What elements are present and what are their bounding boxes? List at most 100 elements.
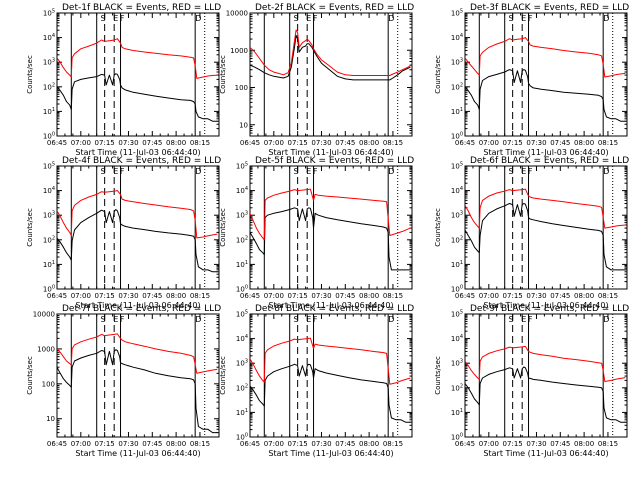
marker-letter: D (388, 315, 394, 324)
y-tick-label: 1000 (37, 345, 55, 353)
y-tick-label-exponent: 3 (460, 58, 463, 64)
series-line-events (57, 73, 218, 122)
x-tick-label: 07:00 (479, 292, 499, 300)
y-tick-label: 100 (451, 285, 463, 294)
x-tick-label: 07:15 (503, 292, 523, 300)
x-tick-label: 08:00 (166, 139, 186, 147)
series-line-lld (57, 190, 218, 239)
detector-panel-2: Det-2f BLACK = Events, RED = LLD Counts/s… (219, 3, 414, 157)
y-tick-label: 100 (236, 285, 248, 294)
y-tick-label: 100 (451, 132, 463, 141)
x-tick-label: 08:15 (383, 292, 403, 300)
y-tick-label: 102 (451, 82, 463, 91)
series-group (250, 188, 411, 271)
y-axis-label: Counts/sec (434, 55, 442, 94)
y-tick-label-base: 10 (451, 10, 460, 18)
plot-title: Det-4f BLACK = Events, RED = LLD (62, 156, 221, 166)
series-line-events (250, 207, 411, 271)
y-tick-label-base: 10 (451, 59, 460, 67)
x-tick-label: 07:45 (142, 139, 162, 147)
series-group (465, 188, 626, 271)
y-axis-label: Counts/sec (219, 356, 227, 395)
y-tick-label: 102 (43, 235, 55, 244)
y-tick-label-exponent: 5 (460, 162, 463, 168)
marker-letter: E (306, 167, 311, 176)
series-group (465, 345, 626, 423)
y-tick-label: 101 (236, 408, 248, 417)
y-tick-label-base: 10 (43, 163, 52, 171)
x-tick-label: 07:45 (550, 440, 570, 448)
x-tick-label: 08:00 (359, 440, 379, 448)
series-line-lld (57, 38, 218, 79)
x-tick-label: 07:30 (118, 139, 138, 147)
y-axis-label: Counts/sec (26, 208, 34, 247)
y-axis-label: Counts/sec (219, 208, 227, 247)
marker-letter: F (313, 14, 318, 23)
detector-panel-3: Det-3f BLACK = Events, RED = LLD Counts/s… (434, 3, 629, 157)
x-tick-label: 07:30 (526, 292, 546, 300)
plot-title: Det-3f BLACK = Events, RED = LLD (470, 3, 629, 13)
y-tick-label-base: 10 (43, 286, 52, 294)
x-tick-label: 07:15 (288, 440, 308, 448)
y-tick-label-base: 10 (43, 236, 52, 244)
y-tick-label-exponent: 1 (460, 260, 463, 266)
marker-letter: F (120, 167, 125, 176)
x-tick-label: 07:30 (526, 139, 546, 147)
y-tick-label: 1000 (230, 47, 248, 55)
series-line-lld (465, 37, 626, 78)
y-tick-label-base: 10 (451, 261, 460, 269)
y-tick-label: 101 (451, 408, 463, 417)
x-tick-label: 06:45 (47, 139, 67, 147)
y-tick-label: 100 (43, 132, 55, 141)
y-tick-label-base: 10 (451, 236, 460, 244)
y-tick-label-base: 10 (451, 311, 460, 319)
x-axis-label: Start Time (11-Jul-03 06:44:40) (483, 148, 608, 157)
y-tick-label-exponent: 2 (245, 383, 248, 389)
y-tick-label: 104 (451, 186, 463, 195)
y-tick-label-base: 10 (236, 163, 245, 171)
y-tick-label-exponent: 4 (460, 334, 463, 340)
y-tick-label-base: 10 (43, 34, 52, 42)
detector-panel-1: Det-1f BLACK = Events, RED = LLD Counts/s… (26, 3, 221, 157)
x-axis-label: Start Time (11-Jul-03 06:44:40) (268, 449, 393, 458)
marker-letter: E (306, 315, 311, 324)
detector-panel-8: Det-8f BLACK = Events, RED = LLD Counts/s… (219, 304, 414, 458)
y-tick-label-exponent: 5 (245, 310, 248, 316)
x-tick-label: 07:15 (95, 440, 115, 448)
x-tick-label: 08:15 (190, 440, 210, 448)
marker-letter: E (521, 14, 526, 23)
series-line-events (465, 69, 626, 122)
y-tick-label-base: 10 (236, 434, 245, 442)
series-group (465, 37, 626, 122)
x-tick-label: 07:15 (288, 139, 308, 147)
y-tick-label: 104 (236, 334, 248, 343)
x-tick-label: 08:15 (383, 440, 403, 448)
series-group (250, 29, 411, 81)
marker-letter: E (113, 14, 118, 23)
plot-frame (464, 12, 628, 137)
x-tick-label: 06:45 (455, 440, 475, 448)
y-tick-label-exponent: 3 (245, 359, 248, 365)
marker-letter: F (120, 315, 125, 324)
marker-letter: F (528, 315, 533, 324)
x-tick-label: 06:45 (240, 292, 260, 300)
marker-letter: S (294, 14, 299, 23)
x-tick-label: 07:30 (526, 440, 546, 448)
x-tick-label: 06:45 (47, 440, 67, 448)
x-axis-label: Start Time (11-Jul-03 06:44:40) (483, 301, 608, 310)
x-tick-label: 08:00 (166, 440, 186, 448)
y-tick-label-exponent: 5 (460, 310, 463, 316)
y-tick-label: 104 (43, 33, 55, 42)
x-tick-label: 08:15 (598, 292, 618, 300)
x-axis-label: Start Time (11-Jul-03 06:44:40) (268, 148, 393, 157)
marker-letter: E (521, 167, 526, 176)
y-tick-label: 101 (236, 260, 248, 269)
x-tick-label: 07:00 (71, 292, 91, 300)
x-tick-label: 08:15 (598, 139, 618, 147)
y-tick-label-base: 10 (43, 108, 52, 116)
x-tick-label: 08:15 (190, 139, 210, 147)
y-tick-label-base: 10 (451, 384, 460, 392)
y-tick-label-base: 10 (451, 108, 460, 116)
x-tick-label: 06:45 (47, 292, 67, 300)
